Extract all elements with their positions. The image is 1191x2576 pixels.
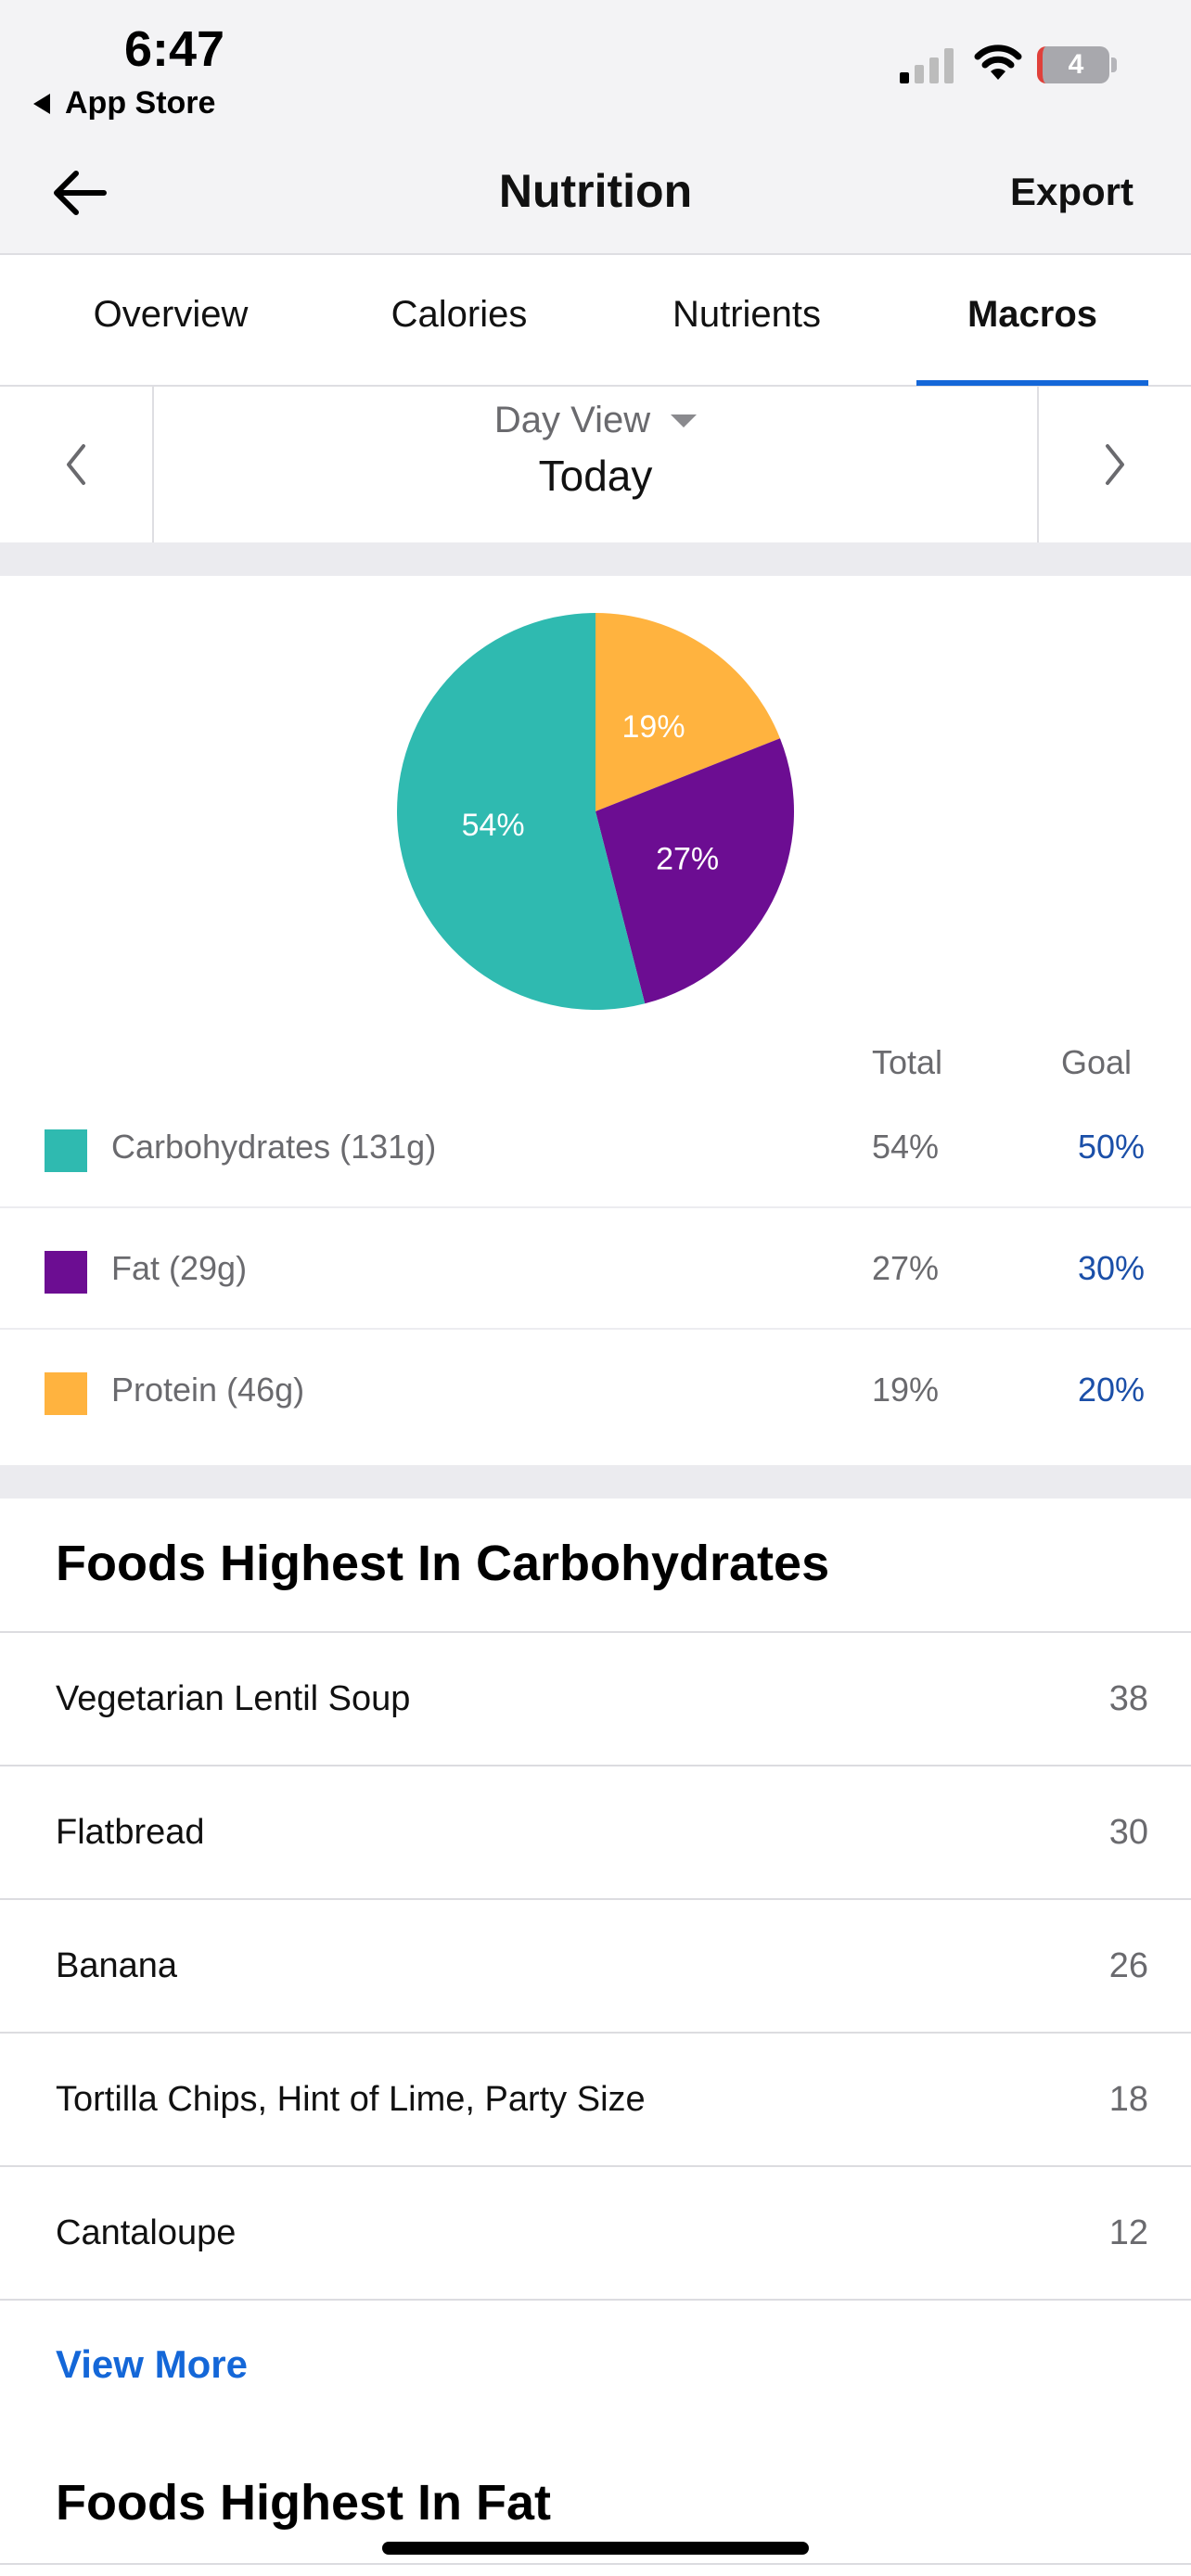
- food-name: Cantaloupe: [56, 2213, 237, 2252]
- list-item[interactable]: Vegetarian Lentil Soup 38: [0, 1633, 1191, 1766]
- home-indicator: [382, 2542, 809, 2555]
- date-navigator: Day View Today: [0, 387, 1191, 542]
- food-value: 18: [1108, 2080, 1148, 2119]
- battery-tip: [1111, 57, 1117, 72]
- active-tab-indicator: [916, 380, 1148, 386]
- food-value: 12: [1108, 2213, 1148, 2252]
- macro-total: 54%: [871, 1128, 939, 1166]
- status-time: 6:47: [124, 21, 225, 77]
- list-item[interactable]: Flatbread 30: [0, 1766, 1191, 1900]
- macro-row-protein: Protein (46g) 19% 20%: [0, 1330, 1191, 1451]
- food-name: Flatbread: [56, 1813, 205, 1852]
- section-divider: [0, 2563, 1191, 2565]
- macro-goal: 50%: [1077, 1128, 1145, 1166]
- protein-color-swatch: [45, 1372, 87, 1415]
- food-value: 30: [1108, 1813, 1148, 1852]
- list-item[interactable]: Tortilla Chips, Hint of Lime, Party Size…: [0, 2034, 1191, 2167]
- wifi-icon: [974, 45, 1022, 80]
- food-name: Tortilla Chips, Hint of Lime, Party Size: [56, 2080, 646, 2119]
- section-divider: [0, 1465, 1191, 1498]
- caret-down-icon: [671, 414, 698, 427]
- list-item[interactable]: Cantaloupe 12: [0, 2167, 1191, 2301]
- view-more-link[interactable]: View More: [56, 2342, 248, 2386]
- pie-slice-carbohydrates: [396, 613, 646, 1010]
- battery-level: 4: [1068, 49, 1084, 80]
- day-view-label: Day View: [493, 400, 651, 440]
- carbs-section-title: Foods Highest In Carbohydrates: [56, 1536, 830, 1591]
- tab-macros[interactable]: Macros: [967, 294, 1098, 335]
- macro-goal: 20%: [1077, 1371, 1145, 1409]
- macro-total: 19%: [871, 1371, 939, 1409]
- chevron-left-icon: [67, 444, 85, 485]
- macro-goal: 30%: [1077, 1249, 1145, 1287]
- fat-color-swatch: [45, 1251, 87, 1294]
- carbs-food-list: Vegetarian Lentil Soup 38 Flatbread 30 B…: [0, 1631, 1191, 2301]
- macro-name: Carbohydrates (131g): [111, 1128, 437, 1166]
- pie-label-protein: 19%: [622, 709, 685, 745]
- macro-name: Protein (46g): [111, 1371, 305, 1409]
- macro-name: Fat (29g): [111, 1249, 248, 1287]
- macro-total: 27%: [871, 1249, 939, 1287]
- pie-slice-fat: [596, 738, 794, 1004]
- goal-column-header: Goal: [1060, 1043, 1132, 1081]
- section-divider: [0, 542, 1191, 576]
- back-arrow-icon[interactable]: [48, 162, 109, 223]
- food-name: Vegetarian Lentil Soup: [56, 1679, 411, 1718]
- day-view-dropdown[interactable]: Day View: [493, 400, 698, 441]
- macros-pie-chart: 19% 27% 54%: [0, 576, 1191, 1012]
- export-button[interactable]: Export: [1009, 170, 1133, 213]
- back-triangle-icon: [33, 93, 50, 114]
- tab-overview[interactable]: Overview: [93, 294, 249, 335]
- tab-nutrients[interactable]: Nutrients: [672, 294, 822, 335]
- date-display: Day View Today: [154, 387, 1037, 542]
- total-column-header: Total: [871, 1043, 942, 1081]
- navigation-bar: Nutrition Export: [0, 144, 1191, 255]
- fat-section-title: Foods Highest In Fat: [56, 2475, 551, 2531]
- pie-chart-svg: 19% 27% 54%: [396, 613, 794, 1010]
- status-bar: 6:47 App Store 4: [0, 0, 1191, 144]
- carbohydrates-color-swatch: [45, 1129, 87, 1172]
- macro-row-carbohydrates: Carbohydrates (131g) 54% 50%: [0, 1087, 1191, 1208]
- back-to-app-store[interactable]: App Store: [33, 85, 215, 121]
- food-name: Banana: [56, 1946, 178, 1985]
- pie-label-fat: 27%: [656, 842, 719, 877]
- food-value: 26: [1108, 1946, 1148, 1985]
- current-date-label: Today: [538, 452, 653, 500]
- pie-label-carbohydrates: 54%: [462, 808, 525, 843]
- battery-icon: 4: [1037, 46, 1109, 83]
- pie-slice-protein: [596, 613, 780, 811]
- food-value: 38: [1108, 1679, 1148, 1718]
- chevron-right-icon: [1106, 444, 1124, 485]
- list-item[interactable]: Banana 26: [0, 1900, 1191, 2034]
- back-app-label: App Store: [65, 85, 216, 121]
- next-day-button[interactable]: [1037, 387, 1191, 542]
- previous-day-button[interactable]: [0, 387, 154, 542]
- tab-calories[interactable]: Calories: [391, 294, 528, 335]
- cellular-signal-icon: [900, 46, 954, 83]
- macro-row-fat: Fat (29g) 27% 30%: [0, 1208, 1191, 1330]
- tab-bar: Overview Calories Nutrients Macros: [0, 255, 1191, 387]
